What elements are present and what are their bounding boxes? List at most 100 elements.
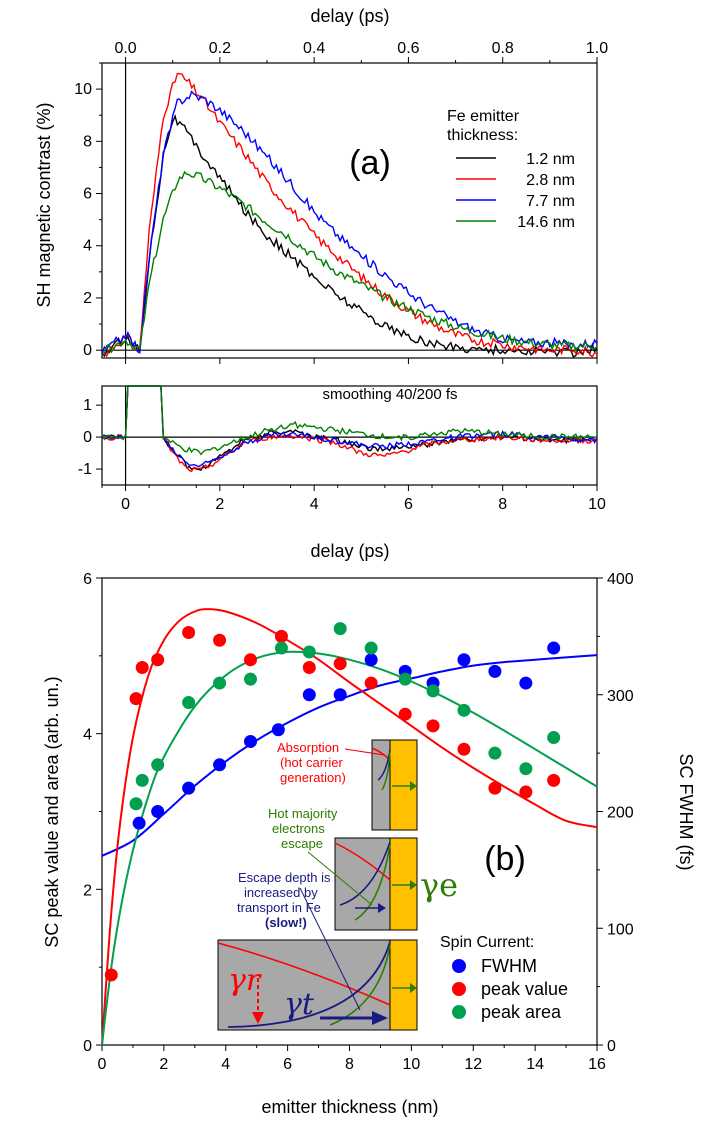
smoothing-ytick-label: 1: [83, 397, 92, 414]
inset-transport-arrowhead-3: [372, 1011, 388, 1025]
legend-title-line-2: thickness:: [447, 127, 518, 144]
smoothing-annotation: smoothing 40/200 fs: [322, 386, 457, 403]
panel-b-ytick-left-label: 2: [83, 882, 92, 899]
data-point-peak-area: [457, 703, 471, 717]
inset-transport-label-3: transport in Fe: [237, 900, 321, 915]
data-point-FWHM: [132, 816, 146, 830]
data-point-peak-value: [333, 657, 347, 671]
panel-a-axes: 0.0 0.2 0.4 0.6 0.8 1.0 0 2 4 6 8 10: [74, 40, 608, 364]
data-point-peak-value: [426, 719, 440, 733]
inset-arrowhead-1: [410, 781, 417, 791]
panel-b-xlabel: emitter thickness (nm): [261, 1097, 438, 1117]
inset-transport-curve-3: [227, 941, 391, 1028]
panel-b-ytick-right-label: 400: [607, 571, 634, 588]
inset-absorption-label-2: (hot carrier: [280, 755, 344, 770]
inset-escape-label-3: escape: [281, 836, 323, 851]
inset-transport-label-4: (slow!): [265, 915, 307, 930]
inset-transport-label-1: Escape depth is: [238, 870, 331, 885]
panel-b-xtick-label: 10: [402, 1056, 420, 1073]
panel-a-ytick-label: 8: [83, 133, 92, 150]
data-point-peak-area: [488, 746, 502, 760]
data-point-FWHM: [271, 723, 285, 737]
data-point-peak-area: [182, 696, 196, 710]
data-point-FWHM: [244, 734, 257, 748]
panel-b-xtick-label: 8: [345, 1056, 354, 1073]
top-tick-label: 0.0: [114, 40, 136, 57]
data-point-peak-area: [547, 731, 561, 745]
legend-label: peak value: [481, 979, 568, 999]
panel-a-ytick-label: 0: [83, 342, 92, 359]
inset-transport-label-2: increased by: [244, 885, 318, 900]
top-tick-label: 0.2: [209, 40, 231, 57]
data-point-peak-area: [302, 645, 316, 659]
panel-b-xtick-label: 4: [221, 1056, 230, 1073]
inset-arrowhead-2: [410, 880, 417, 890]
top-tick-label: 0.8: [492, 40, 514, 57]
panel-a-ylabel: SH magnetic contrast (%): [34, 102, 54, 307]
data-point-peak-area: [129, 797, 143, 811]
inset-escape-curve-1: [381, 751, 391, 791]
data-point-FWHM: [457, 653, 471, 667]
panel-a-ytick-label: 4: [83, 238, 92, 255]
inset-transport-arrowhead-2: [378, 903, 386, 913]
panel-b-legend: FWHM peak value peak area: [452, 956, 568, 1022]
smoothing-series: [101, 385, 598, 473]
panel-a-ytick-label: 10: [74, 81, 92, 98]
legend-label: 7.7 nm: [526, 193, 575, 210]
data-point-FWHM: [547, 641, 561, 655]
data-point-peak-value: [488, 781, 502, 795]
legend-marker: [452, 982, 466, 996]
legend-label: 14.6 nm: [517, 214, 575, 231]
smoothing-xtick-label: 10: [588, 496, 606, 513]
data-point-peak-area: [151, 758, 165, 772]
smoothing-series-7-7-nm: [101, 385, 598, 468]
series-line-1-2-nm: [101, 114, 598, 358]
data-point-peak-value: [364, 676, 378, 690]
fit-curve-peak-area-fit: [101, 650, 598, 1046]
inset-escape-curve-3: [329, 944, 391, 1026]
panel-b-ylabel-left: SC peak value and area (arb. un.): [42, 676, 62, 947]
data-point-peak-value: [457, 742, 471, 756]
data-point-peak-value: [213, 633, 227, 647]
data-point-peak-area: [213, 676, 227, 690]
data-point-peak-area: [274, 641, 288, 655]
data-point-FWHM: [182, 781, 196, 795]
inset-fe-block-3: [217, 939, 391, 1031]
panel-b-label: (b): [484, 840, 526, 878]
panel-b-xtick-label: 6: [283, 1056, 292, 1073]
data-point-FWHM: [333, 688, 347, 702]
data-point-FWHM: [519, 676, 533, 690]
data-point-FWHM: [488, 664, 502, 678]
legend-label: 2.8 nm: [526, 172, 575, 189]
inset-transport-curve-2: [339, 841, 391, 906]
data-point-peak-value: [151, 653, 165, 667]
legend-title-line-1: Fe emitter: [447, 108, 520, 125]
inset-absorption-label-3: generation): [280, 770, 346, 785]
panel-b-xtick-label: 14: [526, 1056, 544, 1073]
top-tick-label: 0.4: [303, 40, 325, 57]
smoothing-ytick-label: 0: [83, 429, 92, 446]
panel-a-frame: [101, 62, 598, 359]
data-point-peak-value: [398, 707, 412, 721]
inset-au-block-3: [389, 939, 418, 1031]
panel-b-ytick-right-label: 100: [607, 921, 634, 938]
smoothing-xtick-label: 0: [121, 496, 130, 513]
data-point-peak-value: [135, 661, 149, 675]
top-tick-label: 1.0: [586, 40, 608, 57]
smoothing-series-2-8-nm: [101, 385, 598, 473]
panel-b-xtick-label: 2: [159, 1056, 168, 1073]
data-point-peak-area: [426, 684, 440, 698]
inset-escape-pointer: [307, 851, 373, 906]
inset-escape-label-2: electrons: [272, 821, 325, 836]
smoothing-xtick-label: 6: [404, 496, 413, 513]
panel-b-xtick-label: 12: [464, 1056, 482, 1073]
panel-b-points: [104, 622, 561, 982]
panel-b-ytick-left-label: 0: [83, 1038, 92, 1055]
fit-curve-peak-value-fit: [101, 608, 598, 1046]
data-point-FWHM: [302, 688, 316, 702]
panel-b-ytick-right-label: 200: [607, 805, 634, 822]
data-point-peak-area: [398, 672, 412, 686]
data-point-peak-area: [364, 641, 378, 655]
